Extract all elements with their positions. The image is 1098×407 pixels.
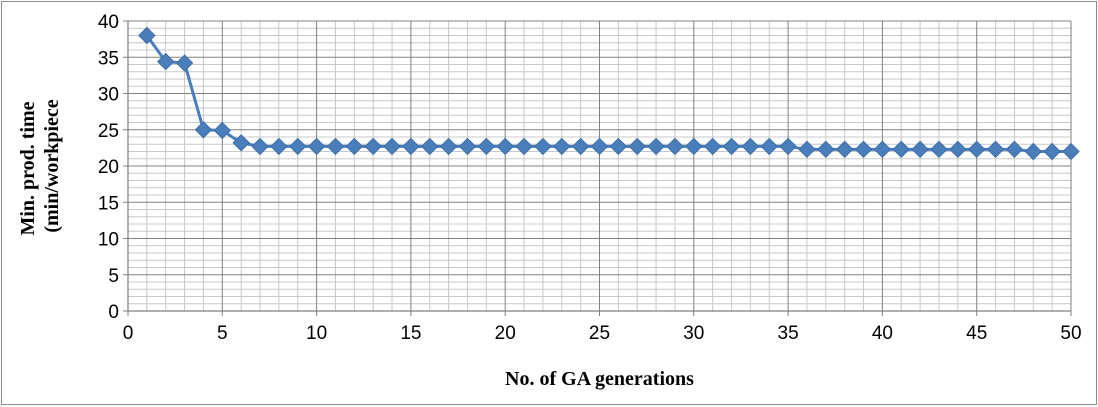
data-point-diamond xyxy=(402,137,420,156)
x-tick-label: 30 xyxy=(683,323,704,344)
x-tick-label: 5 xyxy=(217,323,228,344)
data-point-diamond xyxy=(590,137,609,156)
y-tick-label: 40 xyxy=(98,12,119,33)
data-point-diamond xyxy=(628,137,646,156)
data-point-diamond xyxy=(251,137,269,156)
x-tick-label: 15 xyxy=(400,323,421,344)
y-axis-title-line-1: Min. prod. time xyxy=(17,101,39,235)
data-point-diamond xyxy=(949,140,967,159)
data-point-diamond xyxy=(760,137,778,156)
data-point-diamond xyxy=(213,121,232,140)
data-point-diamond xyxy=(930,140,948,159)
data-point-diamond xyxy=(835,140,854,159)
data-point-diamond xyxy=(138,26,156,45)
y-tick-label: 15 xyxy=(98,193,119,214)
data-point-diamond xyxy=(986,140,1005,159)
x-tick-label: 10 xyxy=(306,323,327,344)
data-point-diamond xyxy=(534,137,552,156)
data-point-diamond xyxy=(666,137,684,156)
data-point-diamond xyxy=(911,140,929,159)
data-series xyxy=(138,26,1080,161)
x-tick-label: 35 xyxy=(778,323,799,344)
data-point-diamond xyxy=(571,137,590,156)
y-axis-title: Min. prod. time (min/workpiece xyxy=(17,96,63,235)
y-tick-label: 20 xyxy=(98,157,119,178)
data-point-diamond xyxy=(326,137,345,156)
data-point-diamond xyxy=(647,137,665,156)
data-point-diamond xyxy=(609,137,628,156)
data-point-diamond xyxy=(175,54,194,72)
data-point-diamond xyxy=(383,137,401,156)
x-tick-label: 20 xyxy=(495,323,516,344)
data-point-diamond xyxy=(477,137,496,156)
data-point-diamond xyxy=(722,137,741,156)
data-point-diamond xyxy=(779,137,797,156)
data-point-diamond xyxy=(1043,142,1061,161)
data-point-diamond xyxy=(553,137,571,156)
x-tick-label: 0 xyxy=(123,323,134,344)
data-point-diamond xyxy=(703,137,722,156)
data-point-diamond xyxy=(157,52,175,71)
data-point-diamond xyxy=(854,140,873,159)
data-point-diamond xyxy=(307,137,326,156)
major-gridlines xyxy=(128,20,1072,311)
y-tick-label: 10 xyxy=(98,230,119,251)
y-tick-label: 5 xyxy=(108,266,119,287)
data-point-diamond xyxy=(1062,142,1080,161)
y-axis-title-line-2: (min/workpiece xyxy=(41,99,63,232)
data-point-diamond xyxy=(892,140,910,159)
data-point-diamond xyxy=(194,121,213,139)
y-tick-label: 25 xyxy=(98,121,119,142)
data-point-diamond xyxy=(685,137,703,156)
data-point-diamond xyxy=(345,137,364,156)
x-axis-tick-labels: 0 5 10 15 20 25 30 35 40 45 50 xyxy=(123,323,1082,344)
x-tick-label: 50 xyxy=(1060,323,1081,344)
data-point-diamond xyxy=(232,134,250,152)
x-tick-label: 40 xyxy=(872,323,893,344)
x-axis-title: No. of GA generations xyxy=(505,368,694,390)
y-tick-label: 35 xyxy=(98,48,119,69)
y-tick-label: 30 xyxy=(98,85,119,106)
x-tick-label: 45 xyxy=(966,323,987,344)
data-point-diamond xyxy=(798,140,816,159)
data-point-diamond xyxy=(741,137,760,156)
y-tick-label: 0 xyxy=(108,302,119,323)
data-point-diamond xyxy=(364,137,382,156)
data-point-diamond xyxy=(817,140,835,159)
axes xyxy=(123,20,1072,316)
x-tick-label: 25 xyxy=(589,323,610,344)
data-point-diamond xyxy=(496,137,514,156)
data-point-diamond xyxy=(289,137,307,156)
data-point-diamond xyxy=(458,137,477,156)
data-point-diamond xyxy=(270,137,288,156)
data-point-diamond xyxy=(439,137,458,156)
data-point-diamond xyxy=(1005,140,1024,159)
data-point-diamond xyxy=(873,140,892,159)
data-point-diamond xyxy=(421,137,439,156)
data-point-diamond xyxy=(1024,142,1042,161)
data-point-diamond xyxy=(967,140,986,159)
y-axis-tick-labels: 0 5 10 15 20 25 30 35 40 xyxy=(98,12,119,323)
data-point-diamond xyxy=(515,137,533,156)
